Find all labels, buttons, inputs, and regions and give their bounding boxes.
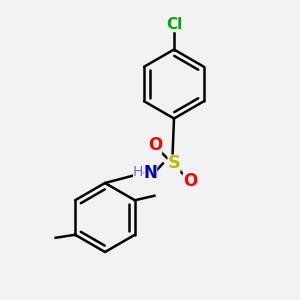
Text: N: N [143, 164, 157, 181]
Text: O: O [183, 172, 197, 190]
Text: O: O [148, 136, 162, 154]
Text: Cl: Cl [166, 17, 182, 32]
Text: H: H [133, 166, 143, 179]
Text: S: S [167, 154, 181, 172]
